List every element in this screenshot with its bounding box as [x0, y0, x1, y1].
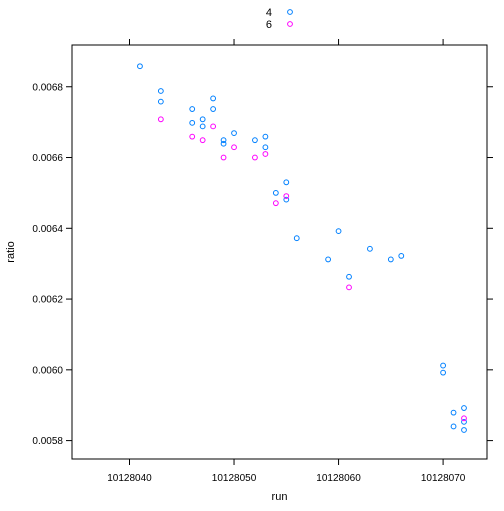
x-tick-label-1: 10128050: [212, 473, 257, 484]
point-series-4-20: [335, 228, 342, 235]
y-tick-label-4: 0.0066: [32, 153, 63, 164]
y-axis-label: ratio: [5, 241, 17, 262]
point-series-4-26: [440, 369, 447, 376]
point-series-6-10: [346, 284, 352, 291]
point-series-4-27: [450, 409, 457, 416]
point-series-4-15: [272, 190, 279, 196]
point-series-4-13: [262, 133, 269, 140]
point-series-4-17: [283, 196, 290, 203]
point-series-4-19: [325, 256, 332, 263]
point-series-4-0: [137, 63, 143, 70]
point-series-6-5: [231, 144, 237, 151]
point-series-6-4: [220, 154, 227, 161]
point-series-4-24: [398, 252, 405, 259]
point-series-6-0: [157, 116, 164, 123]
point-series-4-22: [367, 245, 373, 252]
y-tick-label-1: 0.0060: [32, 365, 63, 376]
series-4: [137, 63, 467, 433]
point-series-4-31: [461, 427, 467, 433]
x-tick-label-0: 10128040: [107, 473, 152, 484]
point-series-4-7: [210, 95, 217, 102]
point-series-6-3: [210, 123, 217, 130]
point-series-4-2: [157, 98, 164, 105]
point-series-6-7: [262, 151, 269, 157]
point-series-4-12: [252, 137, 258, 144]
point-series-4-16: [283, 179, 290, 186]
legend-marker-4: [287, 9, 293, 15]
data-points: [137, 63, 467, 433]
legend-label-4: 4: [266, 7, 272, 19]
x-tick-label-3: 10128070: [421, 473, 466, 484]
plot-panel: [71, 44, 488, 460]
legend-label-6: 6: [266, 19, 272, 31]
point-series-4-6: [199, 123, 206, 130]
point-series-4-1: [157, 88, 164, 94]
point-series-4-14: [262, 144, 269, 151]
point-series-4-3: [189, 106, 196, 112]
y-tick-label-2: 0.0062: [32, 295, 63, 306]
point-series-4-18: [293, 235, 300, 242]
point-series-6-2: [199, 137, 206, 144]
legend-marker-6: [287, 21, 293, 27]
point-series-4-8: [210, 106, 217, 112]
point-series-6-8: [272, 200, 279, 207]
point-series-4-4: [189, 119, 196, 126]
point-series-6-1: [189, 133, 196, 140]
point-series-6-9: [283, 193, 290, 199]
point-series-4-23: [387, 256, 394, 263]
y-tick-label-5: 0.0068: [32, 82, 63, 93]
point-series-6-6: [252, 154, 258, 161]
point-series-4-10: [220, 140, 227, 147]
x-tick-label-2: 10128060: [316, 473, 361, 484]
axes: 10128040 10128050 10128060 10128070 0.0058 0.…: [32, 39, 493, 484]
point-series-4-30: [461, 418, 467, 425]
point-series-4-29: [461, 405, 467, 411]
point-series-4-5: [199, 116, 206, 123]
point-series-6-11: [461, 415, 467, 422]
y-tick-label-3: 0.0064: [32, 224, 63, 235]
point-series-4-25: [440, 362, 447, 369]
point-series-4-21: [346, 273, 352, 280]
point-series-4-28: [450, 423, 457, 430]
point-series-4-9: [220, 137, 227, 144]
y-tick-label-0: 0.0058: [32, 436, 63, 447]
x-axis-label: run: [272, 491, 288, 503]
series-6: [157, 116, 467, 422]
legend: 46: [266, 7, 293, 31]
point-series-4-11: [231, 130, 237, 137]
